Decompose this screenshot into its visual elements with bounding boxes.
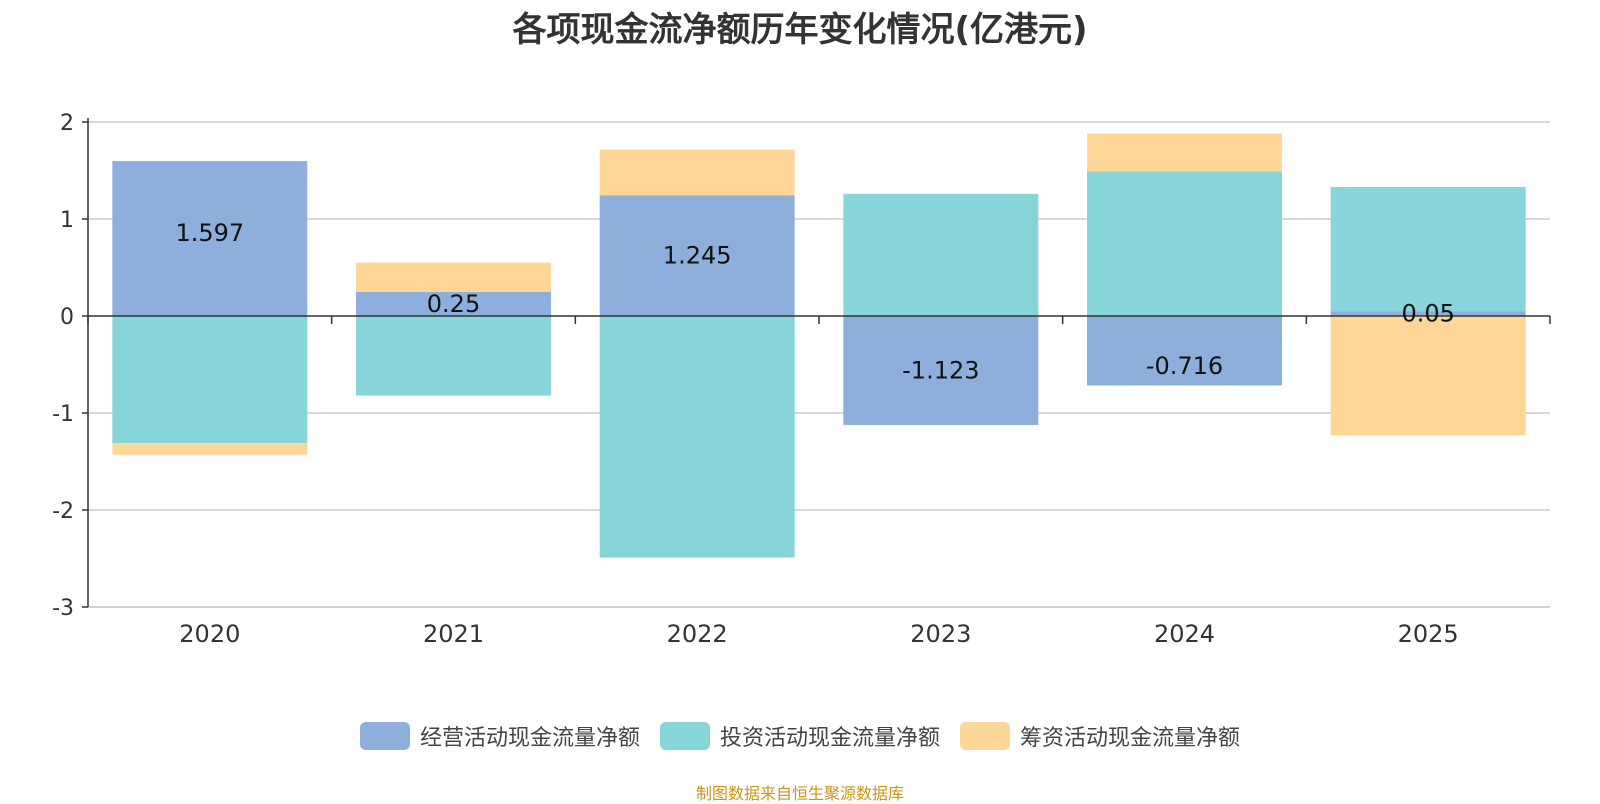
y-tick-label: 0: [60, 305, 74, 330]
x-tick-label: 2024: [1154, 620, 1215, 648]
bar-2023-series-0: [843, 316, 1039, 425]
source-note: 制图数据来自恒生聚源数据库: [695, 784, 904, 803]
legend-swatch: [960, 722, 1010, 750]
bar-2024-series-2: [1087, 133, 1282, 172]
legend-item-1[interactable]: 投资活动现金流量净额: [659, 720, 940, 752]
bars: [112, 133, 1526, 558]
y-tick-label: -1: [52, 402, 74, 427]
chart-title: 各项现金流净额历年变化情况(亿港元): [512, 10, 1088, 50]
bar-2021-series-0: [356, 291, 551, 316]
bar-2020-series-0: [112, 161, 308, 316]
x-tick-label: 2023: [910, 620, 971, 648]
y-tick-label: 2: [60, 111, 74, 136]
legend: 经营活动现金流量净额 投资活动现金流量净额 筹资活动现金流量净额: [0, 720, 1600, 752]
y-tick-label: -2: [52, 499, 74, 524]
legend-item-2[interactable]: 筹资活动现金流量净额: [960, 720, 1240, 752]
data-label: 1.245: [663, 242, 732, 270]
x-tick-label: 2022: [667, 620, 728, 648]
legend-label: 筹资活动现金流量净额: [1020, 726, 1241, 751]
bar-2024-series-1: [1087, 171, 1282, 316]
y-tick-label: -3: [52, 596, 74, 621]
data-label: 1.597: [175, 219, 244, 247]
bar-2020-series-2: [112, 443, 308, 455]
bar-2022-series-0: [599, 195, 795, 316]
bar-2024-series-0: [1087, 316, 1282, 386]
bar-2025-series-2: [1330, 316, 1526, 436]
bar-2025-series-0: [1330, 311, 1526, 316]
data-label: 0.25: [427, 290, 480, 318]
legend-swatch: [359, 722, 410, 750]
bar-2021-series-1: [356, 316, 551, 396]
bar-2025-series-1: [1330, 186, 1526, 312]
data-label: 0.05: [1401, 300, 1454, 328]
bar-2022-series-2: [599, 149, 795, 196]
data-label: -0.716: [1146, 352, 1223, 380]
legend-label: 投资活动现金流量净额: [719, 726, 940, 751]
x-tick-label: 2021: [423, 620, 484, 648]
data-labels: 1.597 0.25 1.245 -1.123 -0.716 0.05: [175, 219, 1454, 384]
bar-2021-series-2: [356, 262, 551, 292]
x-tick-label: 2020: [179, 620, 240, 648]
y-tick-label: 1: [60, 208, 74, 233]
legend-swatch: [659, 722, 710, 750]
legend-item-0[interactable]: 经营活动现金流量净额: [359, 720, 640, 752]
grid-lines: [88, 121, 1550, 608]
axes: 2 1 0 -1 -2 -3 2020 2021 2022 2023 2024 2025: [52, 111, 1551, 648]
bar-2020-series-1: [112, 316, 308, 444]
bar-2023-series-1: [843, 193, 1039, 316]
data-label: -1.123: [902, 356, 979, 384]
bar-2022-series-1: [599, 316, 795, 558]
x-tick-label: 2025: [1398, 620, 1459, 648]
legend-label: 经营活动现金流量净额: [419, 726, 640, 751]
